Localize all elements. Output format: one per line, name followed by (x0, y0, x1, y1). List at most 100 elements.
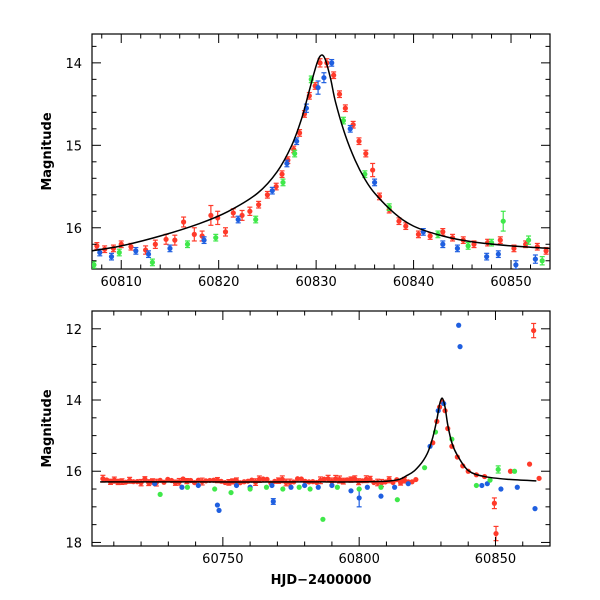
data-point (394, 497, 400, 503)
data-point (302, 482, 308, 489)
data-point (216, 507, 222, 513)
data-point (163, 236, 169, 242)
data-point (356, 495, 362, 501)
data-point (280, 486, 286, 492)
data-point (398, 479, 404, 486)
data-point (484, 481, 490, 487)
data-point (184, 241, 191, 247)
data-point (279, 476, 285, 482)
data-point (292, 150, 298, 157)
data-point (364, 484, 370, 490)
data-point (403, 223, 409, 229)
data-point (378, 484, 384, 490)
data-series-2 (92, 75, 545, 269)
data-point (133, 248, 139, 254)
y-tick-label: 14 (65, 57, 82, 72)
plot-frame (91, 33, 551, 270)
y-axis-title: Magnitude (40, 112, 55, 191)
data-point (334, 484, 340, 490)
data-point (325, 476, 331, 482)
x-axis-title: HJD−2400000 (271, 573, 372, 588)
data-point (491, 500, 497, 506)
data-point (279, 171, 285, 177)
x-tick-label: 60750 (202, 552, 243, 567)
data-series-0 (100, 322, 542, 542)
data-point (321, 476, 327, 482)
data-point (320, 516, 326, 522)
data-point (92, 262, 97, 268)
data-point (392, 484, 398, 490)
data-point (145, 251, 152, 257)
data-point (128, 244, 134, 250)
data-point (457, 344, 463, 350)
data-point (479, 482, 485, 489)
data-point (222, 229, 229, 235)
data-point (201, 237, 207, 243)
data-point (493, 530, 499, 537)
data-point (167, 245, 173, 251)
data-point (247, 208, 253, 214)
data-point (511, 468, 518, 474)
y-tick-label: 16 (65, 465, 82, 480)
data-point (208, 212, 214, 219)
data-point (352, 476, 358, 482)
data-point (273, 183, 279, 190)
data-point (239, 212, 245, 219)
data-point (487, 477, 493, 483)
data-point (172, 237, 178, 243)
data-point (427, 233, 433, 239)
model-fit-curve (100, 397, 537, 483)
data-series-0 (94, 58, 549, 255)
data-point (233, 482, 240, 489)
data-point (336, 91, 343, 97)
data-point (294, 476, 301, 482)
x-tick-label: 60850 (475, 552, 516, 567)
data-point (230, 210, 236, 216)
data-point (214, 502, 221, 508)
data-point (329, 60, 335, 66)
data-point (525, 237, 532, 243)
data-point (142, 476, 148, 482)
data-point (396, 218, 402, 224)
data-point (195, 482, 201, 489)
data-point (179, 484, 185, 490)
data-point (371, 179, 378, 186)
data-point (456, 322, 462, 328)
data-point (296, 130, 303, 136)
data-point (514, 484, 520, 490)
data-point (256, 476, 262, 482)
data-point (367, 476, 373, 482)
data-series-1 (97, 58, 538, 269)
x-tick-label: 60810 (101, 275, 142, 290)
data-point (421, 465, 428, 471)
data-point (342, 105, 348, 111)
data-point (405, 481, 411, 487)
data-point (536, 475, 542, 481)
data-point (386, 204, 392, 210)
data-point (532, 506, 538, 512)
data-point (152, 241, 158, 247)
data-point (260, 476, 266, 482)
data-point (184, 484, 191, 490)
data-point (284, 160, 290, 167)
data-point (321, 75, 327, 81)
data-point (331, 72, 337, 78)
data-point (378, 493, 384, 499)
data-point (315, 484, 321, 490)
bottom-panel-full-light-curve: 60750 60800 60850 12 14 16 18 Magnitude HJD−2400… (40, 310, 551, 588)
data-point (329, 482, 335, 489)
data-point (263, 484, 270, 490)
data-point (264, 476, 270, 482)
data-point (495, 251, 501, 257)
y-tick-label: 18 (65, 536, 82, 551)
data-point (534, 244, 540, 250)
data-point (370, 167, 376, 173)
data-point (532, 256, 538, 262)
data-point (363, 150, 369, 157)
data-point (484, 254, 490, 260)
plot-data-area (100, 322, 542, 542)
data-point (213, 235, 219, 241)
data-point (465, 243, 471, 249)
data-point (347, 126, 353, 132)
